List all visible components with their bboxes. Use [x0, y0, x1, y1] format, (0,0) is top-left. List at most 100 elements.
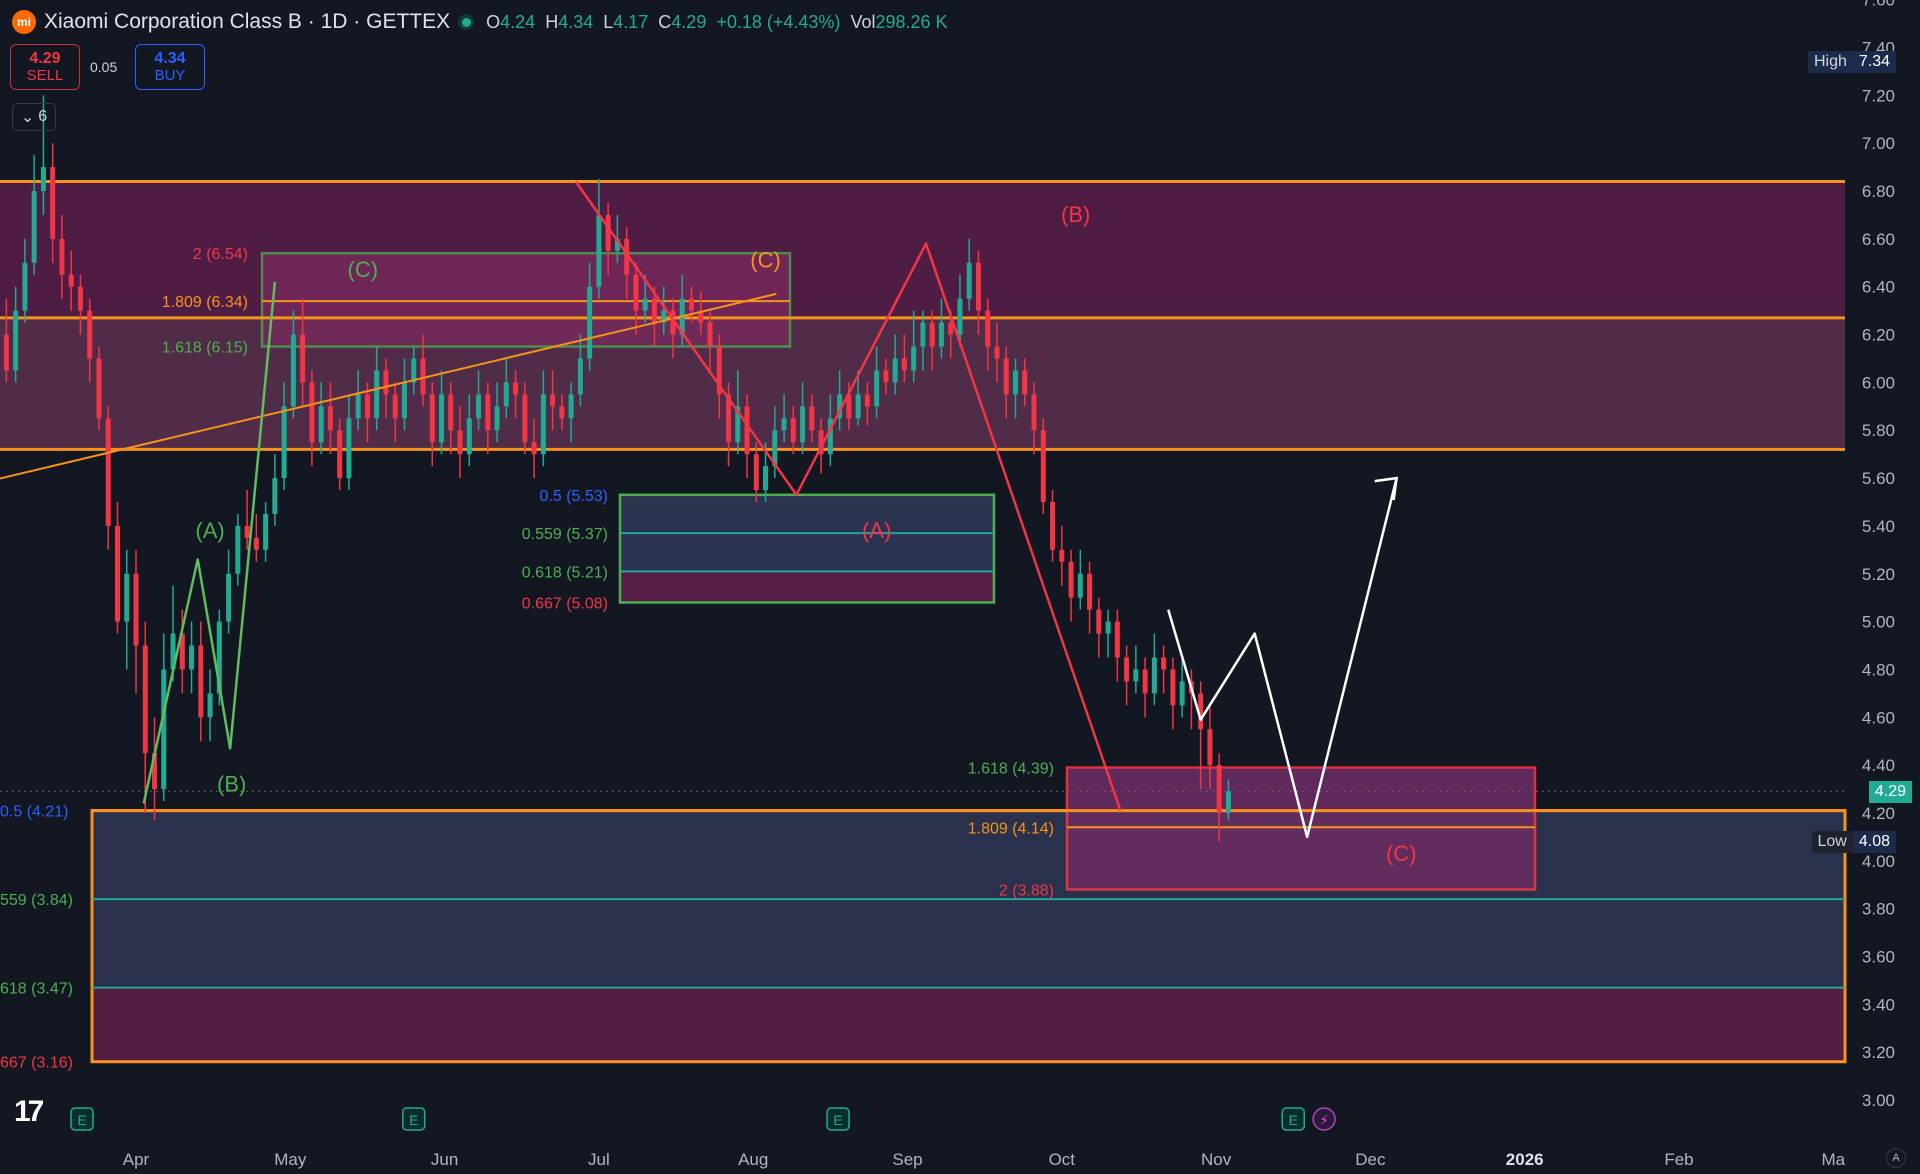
low-value: 4.17	[613, 11, 649, 32]
sell-label: SELL	[26, 67, 64, 84]
y-tick-label: 3.80	[1862, 900, 1895, 919]
candle-body	[50, 167, 56, 239]
candle-body	[818, 430, 824, 455]
candle-body	[244, 525, 250, 538]
ohlc-values: O4.24 H4.34 L4.17 C4.29 +0.18 (+4.43%) V…	[486, 11, 948, 32]
candle-body	[568, 394, 574, 419]
candle-body	[874, 370, 880, 407]
candle-body	[383, 370, 389, 395]
fib-level-label: 0.5 (5.53)	[540, 488, 608, 505]
y-tick-label: 4.40	[1862, 756, 1895, 775]
sell-price: 4.29	[29, 50, 61, 67]
candle-body	[105, 418, 111, 526]
x-tick-label: Aug	[738, 1150, 768, 1169]
wave-label: (B)	[1061, 202, 1090, 227]
x-tick-label: Sep	[892, 1150, 922, 1169]
candle-body	[633, 274, 639, 311]
candle-body	[494, 406, 500, 431]
candle-body	[152, 753, 158, 790]
fib-level-label: 1.809 (4.14)	[968, 820, 1054, 837]
candle-body	[911, 346, 917, 371]
candle-body	[753, 454, 759, 491]
high-price-tag: High 7.34	[1807, 51, 1896, 73]
change-value: +0.18 (+4.43%)	[716, 11, 841, 32]
wave-label: (C)	[348, 257, 379, 282]
candle-body	[587, 286, 593, 359]
candle-body	[198, 645, 204, 718]
y-tick-label: 5.80	[1862, 421, 1895, 440]
candle-body	[1105, 621, 1111, 634]
market-status-icon	[458, 14, 475, 30]
fib-box-top	[260, 251, 792, 348]
candle-body	[309, 382, 315, 443]
candle-body	[300, 334, 306, 383]
candle-body	[1077, 573, 1083, 598]
candle-body	[1068, 561, 1074, 598]
candle-body	[994, 346, 1000, 359]
x-tick-label: May	[274, 1150, 307, 1169]
candle-body	[1114, 621, 1120, 658]
open-value: 4.24	[500, 11, 536, 32]
candle-body	[31, 191, 37, 263]
y-tick-label: 5.20	[1862, 565, 1895, 584]
candle-body	[133, 573, 139, 646]
fib-box-mid	[618, 493, 996, 604]
candle-body	[651, 298, 657, 323]
candle-body	[966, 262, 972, 299]
fib-level-label: 667 (3.16)	[0, 1055, 73, 1072]
candle-body	[985, 310, 991, 347]
candle-body	[1207, 729, 1213, 766]
x-tick-label: Nov	[1201, 1150, 1232, 1169]
candle-body	[290, 334, 296, 407]
y-tick-label: 3.00	[1862, 1091, 1895, 1110]
candle-body	[846, 394, 852, 419]
x-tick-label: Ma	[1821, 1150, 1845, 1169]
fib-level-label: 559 (3.84)	[0, 892, 73, 909]
fib-level-label: 0.559 (5.37)	[522, 526, 608, 543]
candle-body	[1022, 370, 1028, 395]
white-projection-path	[1167, 477, 1398, 839]
buy-button[interactable]: 4.34 BUY	[135, 44, 205, 90]
candle-body	[1031, 394, 1037, 431]
indicators-toggle-button[interactable]: ⌄ 6	[12, 103, 56, 131]
earnings-icon	[401, 1107, 426, 1131]
candle-body	[1142, 669, 1148, 694]
candle-body	[87, 310, 93, 359]
fib-level-label: 0.667 (5.08)	[522, 595, 608, 612]
y-tick-label: 7.00	[1862, 134, 1895, 153]
candle-body	[448, 394, 454, 431]
sell-button[interactable]: 4.29 SELL	[10, 44, 80, 90]
candle-body	[559, 406, 565, 419]
candle-body	[938, 322, 944, 347]
earnings-icon-label: E	[409, 1112, 418, 1128]
chevron-down-icon: ⌄	[20, 109, 35, 126]
candle-body	[513, 382, 519, 395]
candle-body	[975, 262, 981, 311]
fib-box-mid-red	[620, 571, 994, 603]
candle-body	[59, 238, 65, 275]
candle-body	[457, 430, 463, 455]
y-tick-label: 4.00	[1862, 852, 1895, 871]
candle-body	[485, 394, 491, 431]
y-tick-label: 4.20	[1862, 804, 1895, 823]
candle-body	[189, 645, 195, 670]
candle-body	[763, 466, 769, 491]
tradingview-logo-icon[interactable]: 17	[14, 1095, 44, 1128]
symbol-header: mi Xiaomi Corporation Class B · 1D · GET…	[12, 8, 948, 36]
candle-body	[809, 406, 815, 431]
candle-body	[605, 214, 611, 251]
candle-body	[1087, 573, 1093, 610]
fib-level-label: 2 (6.54)	[193, 246, 248, 263]
candle-body	[235, 525, 241, 574]
candle-body	[77, 286, 83, 311]
candle-body	[207, 693, 213, 718]
auto-scale-button[interactable]: A	[1886, 1148, 1906, 1168]
symbol-title[interactable]: Xiaomi Corporation Class B · 1D · GETTEX	[44, 10, 451, 33]
candle-body	[263, 513, 269, 550]
candle-body	[337, 430, 343, 479]
y-tick-label: 6.60	[1862, 230, 1895, 249]
candle-body	[179, 633, 185, 670]
y-tick-label: 3.20	[1862, 1043, 1895, 1062]
fib-labels: (A) (B) (C) (C) (A) (B) (C) 2 (6.54) 1.809 (6.34…	[0, 202, 1417, 1072]
